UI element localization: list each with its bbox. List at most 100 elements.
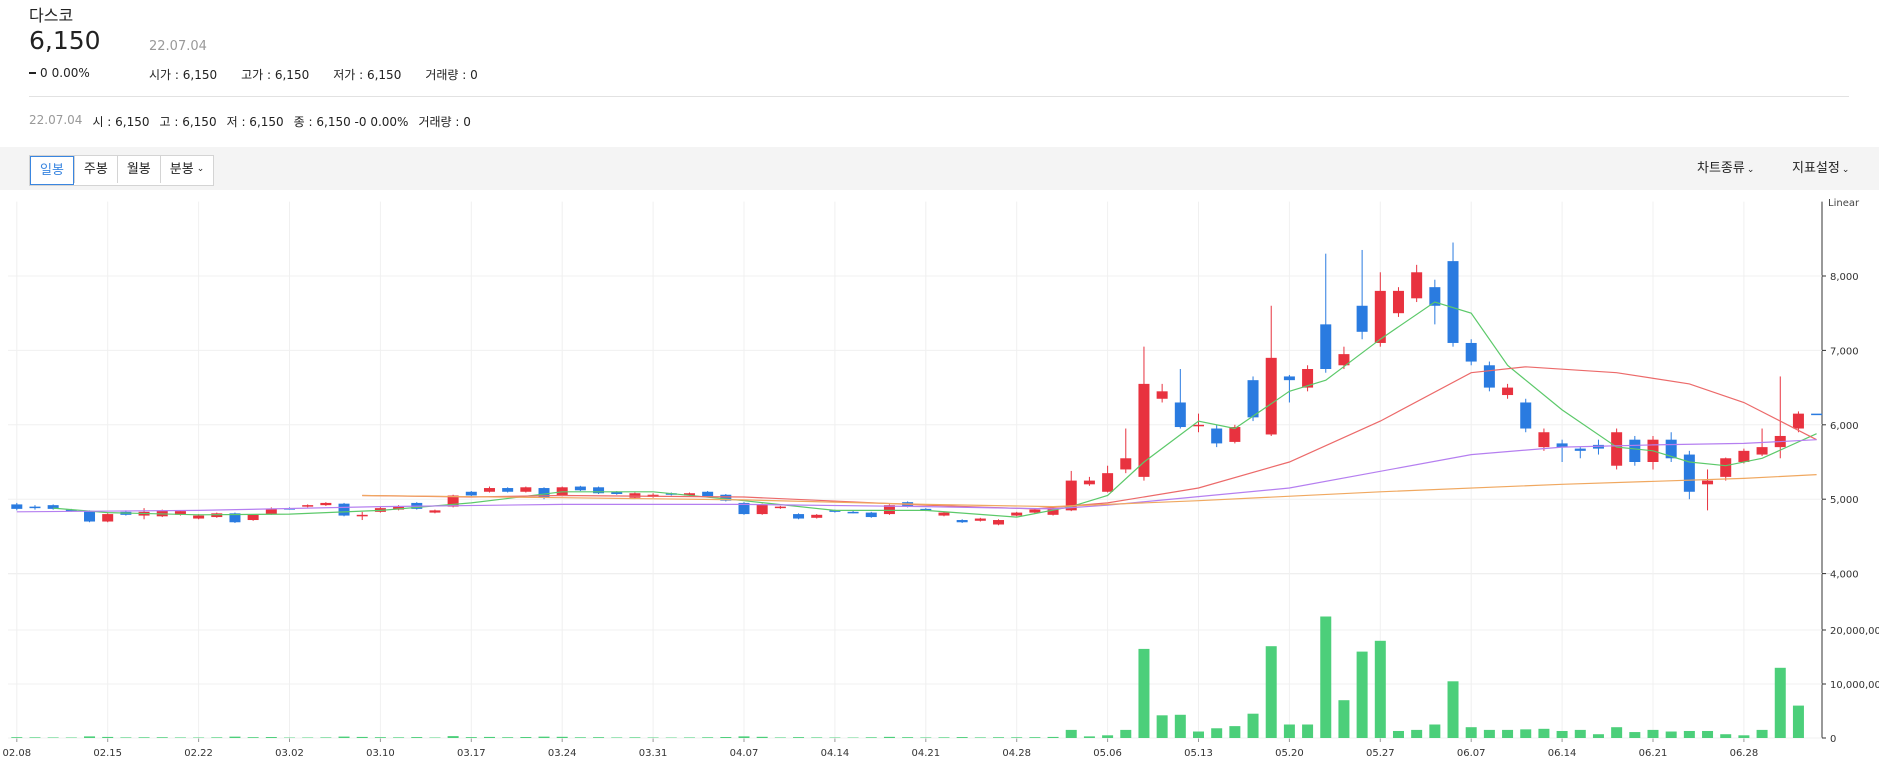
candle-body: [1702, 480, 1714, 485]
volume-bar: [47, 737, 59, 738]
volume-bar: [1538, 728, 1550, 738]
candle-body: [465, 491, 477, 496]
volume-bar: [502, 737, 514, 738]
candle-body: [593, 487, 605, 494]
candle-body: [1465, 342, 1477, 362]
period-tab[interactable]: 분봉 ⌄: [159, 156, 213, 183]
candle-body: [1047, 508, 1059, 515]
candle-body: [974, 518, 986, 521]
candle-body: [1320, 324, 1332, 369]
quotes: 시가 : 6,150 고가 : 6,150 저가 : 6,150 거래량 : 0: [149, 66, 478, 83]
volume-bar: [338, 736, 350, 738]
candle-body: [229, 513, 241, 523]
x-tick-label: 06.07: [1457, 748, 1486, 759]
volume-bar: [1302, 724, 1314, 738]
quote-date: 22.07.04: [149, 39, 207, 54]
candle-body: [1193, 424, 1204, 427]
info-date: 22.07.04: [29, 113, 83, 127]
candle-body: [356, 514, 368, 517]
x-tick-label: 03.02: [275, 748, 304, 759]
candle-body: [47, 505, 59, 509]
volume-bar: [174, 737, 186, 738]
candle-body: [1811, 413, 1823, 416]
x-tick-label: 04.21: [911, 748, 940, 759]
candle-body: [102, 514, 114, 522]
volume-bar: [993, 737, 1005, 738]
volume-bar: [956, 737, 968, 738]
candle-body: [1447, 261, 1459, 343]
candle-body: [1483, 365, 1495, 388]
volume-bar: [483, 736, 495, 738]
candle-body: [774, 506, 786, 509]
volume-bar: [374, 737, 386, 738]
candle-body: [429, 510, 441, 513]
volume-bar: [11, 737, 23, 738]
volume-bar: [1102, 735, 1114, 738]
volume-bar: [1792, 705, 1804, 738]
candle-body: [1065, 480, 1077, 511]
x-tick-label: 03.10: [366, 748, 395, 759]
volume-bar: [793, 737, 805, 738]
volume-bar: [720, 737, 732, 738]
chevron: ⌄: [196, 164, 205, 174]
menu-button[interactable]: 차트종류 ⌄: [1697, 155, 1754, 182]
period-tab[interactable]: 주봉: [73, 156, 117, 183]
menu-button[interactable]: 지표설정 ⌄: [1792, 155, 1849, 182]
volume-bar: [811, 737, 823, 738]
candle-body: [1374, 290, 1386, 343]
candle-body: [756, 504, 768, 515]
volume-bar: [1720, 734, 1732, 738]
volume-bar: [1629, 732, 1641, 738]
candle-body: [883, 505, 895, 515]
volume-bar: [974, 737, 986, 738]
candle-body: [1665, 439, 1677, 459]
period-tab[interactable]: 일봉: [30, 156, 74, 185]
period-tab[interactable]: 월봉: [116, 156, 160, 183]
volume-bar: [1156, 715, 1168, 738]
y-tick-label: 5,000: [1830, 495, 1859, 506]
moving-average-line: [16, 439, 1817, 513]
volume-bar: [1193, 731, 1204, 738]
candle-body: [1574, 448, 1586, 451]
moving-average-line: [362, 474, 1817, 508]
volume-bar: [156, 737, 168, 738]
volume-bar: [1265, 646, 1277, 738]
volume-bar: [883, 736, 895, 738]
volume-bar: [411, 737, 423, 738]
moving-average-line: [53, 301, 1817, 518]
x-tick-label: 04.07: [730, 748, 759, 759]
volume-bar: [229, 736, 241, 738]
volume-bar: [1429, 724, 1441, 738]
stock-name: 다스코: [29, 6, 74, 25]
volume-bar: [1502, 729, 1514, 738]
volume-bar: [1483, 729, 1495, 738]
y-tick-label: 8,000: [1830, 272, 1859, 283]
chevron: ⌄: [1746, 165, 1755, 175]
chevron: ⌄: [1841, 165, 1850, 175]
volume-bar: [120, 737, 132, 738]
candle-body: [574, 486, 586, 491]
candle-body: [1302, 369, 1314, 388]
period-label: 분봉: [169, 162, 194, 177]
volume-bar: [1520, 729, 1532, 738]
candle-body: [702, 491, 714, 497]
candle-body: [920, 508, 932, 511]
volume-bar: [1320, 616, 1332, 738]
candle-body: [1156, 391, 1168, 399]
candle-body: [247, 514, 259, 521]
candle-body: [629, 493, 641, 498]
volume-bar: [756, 736, 768, 738]
menu-label: 차트종류: [1697, 161, 1745, 176]
volume-bar: [1029, 737, 1041, 738]
quote: 저가 : 6,150: [333, 68, 402, 82]
x-tick-label: 06.14: [1548, 748, 1577, 759]
candle-body: [1683, 454, 1695, 492]
volume-bar: [1683, 730, 1695, 738]
volume-bar: [1411, 729, 1423, 738]
volume-bar: [320, 737, 332, 738]
moving-average-line: [362, 366, 1817, 510]
volume-bar: [1774, 667, 1786, 738]
x-tick-label: 02.15: [93, 748, 122, 759]
y-tick-label: 7,000: [1830, 346, 1859, 357]
